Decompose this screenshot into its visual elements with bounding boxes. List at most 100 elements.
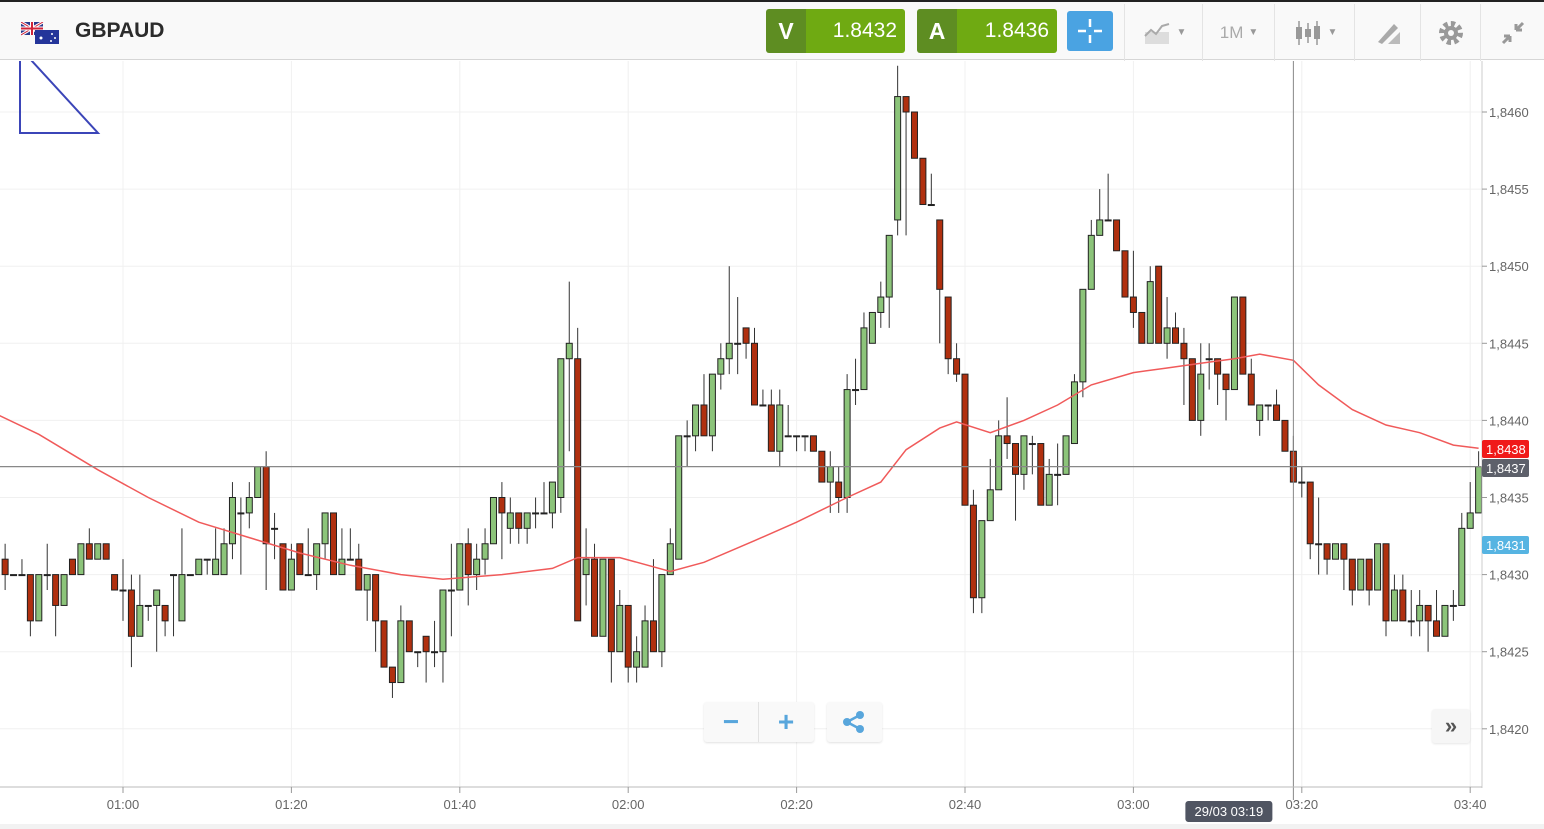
drawing-tools-button[interactable] (1354, 4, 1421, 61)
sell-button[interactable]: V 1.8432 (766, 9, 905, 53)
candle-body (607, 558, 615, 653)
candle-up (1070, 374, 1078, 445)
candle-up (1054, 443, 1062, 506)
candle-down (464, 528, 472, 606)
candle-down (944, 296, 952, 375)
candle-body (1433, 620, 1441, 637)
candle-body (119, 589, 127, 592)
sell-label: V (766, 9, 806, 53)
candle-body (1180, 342, 1188, 360)
candle-body (153, 589, 161, 606)
candle-body (144, 604, 152, 607)
candle-body (397, 620, 405, 684)
zoom-in-button[interactable]: + (777, 706, 795, 737)
candle-body (18, 574, 26, 577)
candle-body (372, 574, 380, 622)
candle-body (826, 466, 834, 483)
candle-body (540, 512, 548, 515)
candle-body (127, 589, 135, 637)
candle-up (675, 435, 683, 560)
candle-up (1416, 590, 1424, 637)
candle-down (330, 512, 337, 576)
candle-body (944, 296, 952, 360)
buy-button[interactable]: A 1.8436 (917, 9, 1057, 53)
candle-up (43, 543, 51, 591)
candle-up (439, 589, 447, 683)
candle-body (262, 466, 270, 545)
candle-up (178, 528, 186, 622)
candle-up (1407, 590, 1415, 637)
x-tick-label: 01:40 (444, 797, 477, 812)
crosshair-button[interactable] (1067, 11, 1113, 51)
candle-down (422, 635, 430, 683)
candle-up (885, 234, 893, 328)
candle-up (397, 605, 405, 684)
candle-up (203, 558, 211, 575)
chevron-down-icon: ▼ (1327, 27, 1338, 38)
candle-down (1424, 604, 1432, 652)
candle-up (1331, 543, 1339, 560)
candle-down (1, 543, 9, 591)
candle-body (1104, 219, 1112, 222)
candle-body (1028, 443, 1036, 446)
candlestick-chart[interactable]: 1,8420 1,8425 1,8430 1,8435 1,8440 1,8445 1,84… (0, 61, 1544, 829)
candle-up (734, 297, 742, 375)
candle-down (742, 327, 750, 359)
candle-down (372, 574, 380, 652)
candle-body (1390, 589, 1398, 622)
candle-up (599, 558, 607, 637)
indicators-dropdown[interactable]: ▼ (1124, 4, 1203, 61)
candle-down (953, 343, 961, 382)
candle-up (683, 420, 691, 467)
candle-body (1315, 543, 1323, 546)
candle-up (245, 482, 253, 529)
candle-body (254, 466, 262, 499)
candle-body (1281, 419, 1289, 452)
chart-type-dropdown[interactable]: ▼ (1274, 4, 1355, 61)
x-tick-label: 02:40 (949, 797, 982, 812)
candle-body (751, 342, 758, 406)
candle-body (447, 589, 455, 592)
timeframe-dropdown[interactable]: 1M ▼ (1202, 4, 1275, 61)
candle-body (1079, 288, 1087, 383)
candle-body (464, 543, 472, 576)
candle-down (1281, 419, 1289, 452)
candle-body (338, 558, 346, 576)
y-axis-panel[interactable] (1482, 61, 1544, 788)
candle-body (506, 512, 514, 529)
candle-down (515, 512, 523, 544)
candle-body (304, 574, 312, 577)
candle-up (793, 435, 801, 452)
candle-body (565, 342, 573, 360)
candle-body (1264, 404, 1272, 407)
candle-body (1012, 443, 1020, 475)
chevron-down-icon: ▼ (1176, 27, 1187, 38)
candle-up (784, 404, 792, 438)
candle-body (666, 543, 674, 576)
candle-body (52, 574, 60, 606)
candle-body (1146, 281, 1154, 344)
candle-body (220, 543, 228, 576)
share-button[interactable] (827, 702, 882, 742)
candle-body (927, 204, 935, 207)
zoom-controls: − + (704, 702, 814, 742)
candle-body (1054, 473, 1062, 476)
candle-body (481, 543, 489, 560)
candle-down (1365, 558, 1373, 606)
triangle-drawing[interactable] (19, 61, 101, 134)
candle-up (995, 420, 1003, 491)
scroll-to-end-button[interactable]: » (1432, 709, 1470, 743)
candle-body (1340, 543, 1348, 560)
candle-up (35, 574, 43, 622)
settings-button[interactable] (1420, 4, 1481, 61)
candle-body (287, 558, 295, 591)
collapse-button[interactable] (1480, 4, 1544, 61)
candle-body (1155, 265, 1163, 344)
zoom-out-button[interactable]: − (704, 702, 759, 742)
candle-body (1331, 543, 1339, 560)
candle-up (1256, 404, 1264, 436)
candle-up (986, 458, 994, 522)
candle-body (203, 558, 211, 561)
candle-body (759, 404, 767, 407)
candle-up (287, 543, 295, 591)
